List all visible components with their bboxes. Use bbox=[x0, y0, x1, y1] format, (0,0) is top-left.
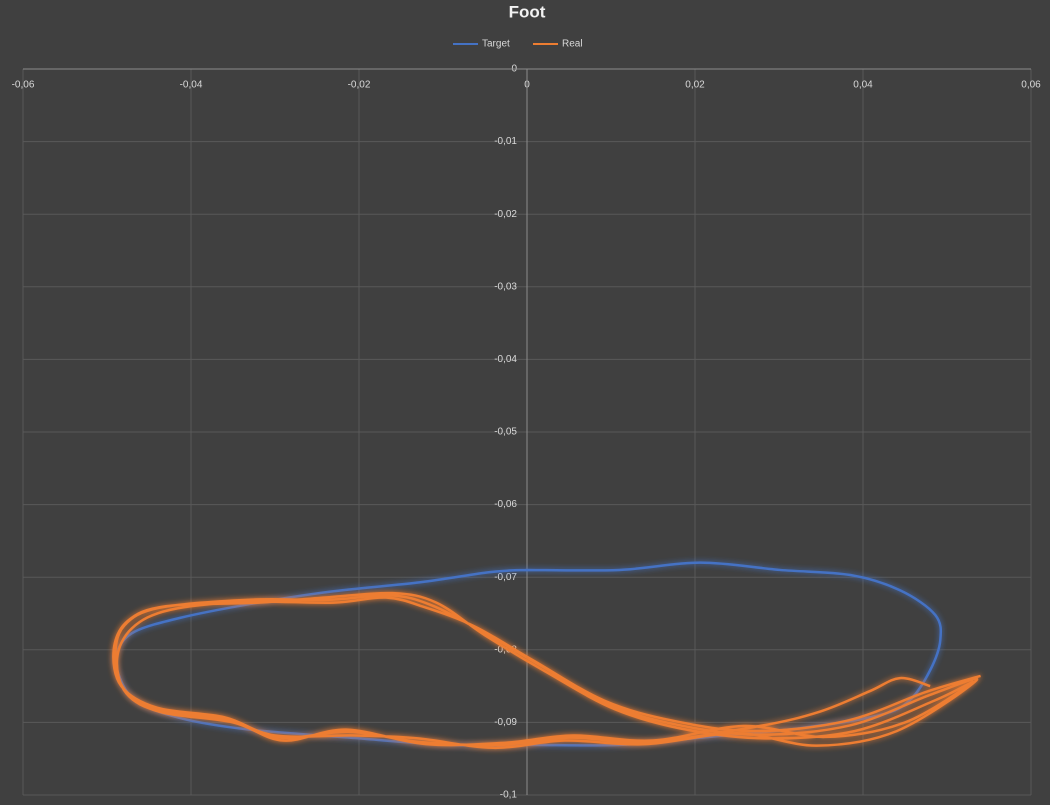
y-tick-label: -0,1 bbox=[500, 790, 518, 801]
y-tick-label: -0,08 bbox=[494, 644, 517, 655]
y-tick-label: -0,01 bbox=[494, 136, 517, 147]
x-tick-label: 0,04 bbox=[853, 80, 873, 91]
x-tick-label: 0,06 bbox=[1021, 80, 1041, 91]
chart-title: Foot bbox=[509, 2, 546, 21]
legend-label: Real bbox=[562, 39, 583, 50]
x-tick-label: -0,02 bbox=[348, 80, 371, 91]
series-line bbox=[112, 591, 981, 750]
y-tick-label: -0,07 bbox=[494, 572, 517, 583]
x-tick-label: 0,02 bbox=[685, 80, 705, 91]
y-tick-label: -0,04 bbox=[494, 354, 517, 365]
x-tick-label: -0,06 bbox=[12, 80, 35, 91]
y-tick-label: -0,05 bbox=[494, 427, 517, 438]
y-tick-label: -0,02 bbox=[494, 209, 517, 220]
legend-label: Target bbox=[482, 39, 510, 50]
y-tick-label: -0,06 bbox=[494, 499, 517, 510]
y-tick-label: -0,09 bbox=[494, 717, 517, 728]
y-tick-label: -0,03 bbox=[494, 281, 517, 292]
x-tick-label: -0,04 bbox=[180, 80, 203, 91]
